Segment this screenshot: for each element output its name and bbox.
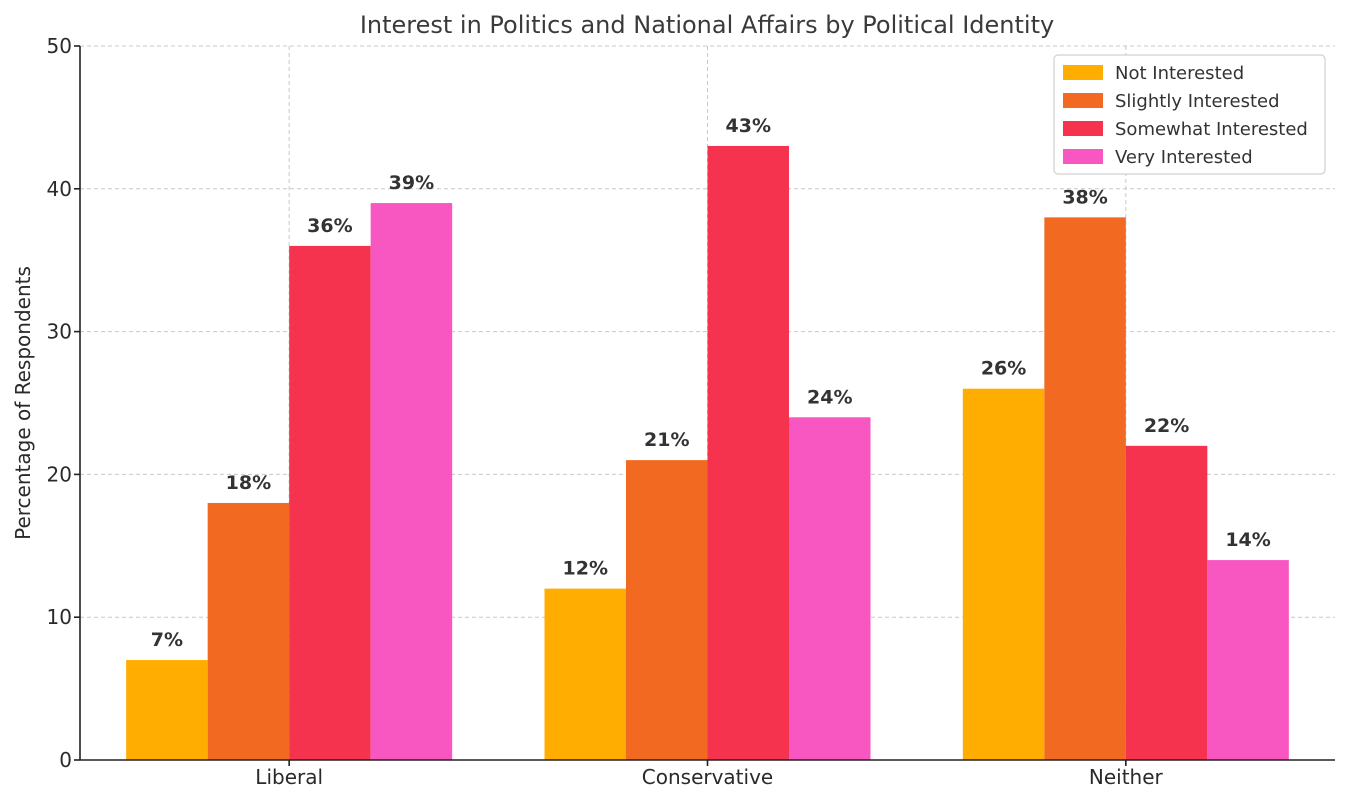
data-label-conservative-very-interested: 24% — [807, 386, 852, 408]
legend-label-slightly-interested: Slightly Interested — [1115, 91, 1280, 112]
bar-conservative-not-interested — [544, 588, 626, 760]
y-tick-label-20: 20 — [47, 462, 72, 486]
bar-liberal-slightly-interested — [207, 502, 290, 760]
axes — [74, 45, 1335, 766]
y-axis-label: Percentage of Respondents — [11, 266, 35, 540]
legend-swatch-not-interested — [1063, 65, 1103, 80]
data-labels: 7% 12% 26% 18% 21% 38% 36% 43% 22% 39% 24% 14% — [151, 115, 1271, 651]
bar-conservative-somewhat-interested — [707, 145, 789, 760]
data-label-neither-very-interested: 14% — [1225, 529, 1270, 551]
bar-neither-not-interested — [962, 388, 1045, 760]
y-tick-label-0: 0 — [59, 748, 72, 772]
bar-liberal-very-interested — [370, 203, 453, 760]
data-label-conservative-not-interested: 12% — [563, 558, 608, 580]
bar-conservative-very-interested — [789, 417, 871, 760]
bar-neither-very-interested — [1207, 560, 1289, 760]
data-label-conservative-somewhat-interested: 43% — [726, 115, 771, 137]
data-label-liberal-not-interested: 7% — [151, 629, 183, 651]
x-tick-label-conservative: Conservative — [642, 765, 773, 789]
x-tick-label-liberal: Liberal — [255, 765, 323, 789]
legend-box — [1053, 54, 1326, 175]
bars — [126, 145, 1289, 761]
legend-swatch-slightly-interested — [1063, 93, 1103, 108]
y-tick-label-40: 40 — [47, 177, 72, 201]
data-label-neither-somewhat-interested: 22% — [1144, 415, 1189, 437]
bar-liberal-not-interested — [126, 660, 208, 760]
legend-label-somewhat-interested: Somewhat Interested — [1115, 119, 1308, 140]
legend-label-not-interested: Not Interested — [1115, 63, 1244, 84]
data-label-conservative-slightly-interested: 21% — [644, 429, 689, 451]
legend-swatch-very-interested — [1063, 149, 1103, 164]
legend-swatch-somewhat-interested — [1063, 121, 1103, 136]
bar-neither-somewhat-interested — [1125, 445, 1208, 760]
data-label-liberal-somewhat-interested: 36% — [307, 215, 352, 237]
data-label-liberal-very-interested: 39% — [389, 172, 434, 194]
x-tick-label-neither: Neither — [1089, 765, 1164, 789]
legend-label-very-interested: Very Interested — [1115, 147, 1253, 168]
data-label-liberal-slightly-interested: 18% — [226, 472, 271, 494]
y-tick-label-10: 10 — [47, 605, 72, 629]
legend: Not Interested Slightly Interested Somewha… — [1053, 54, 1326, 175]
chart-title: Interest in Politics and National Affair… — [360, 11, 1054, 39]
y-tick-label-30: 30 — [47, 320, 72, 344]
data-label-neither-slightly-interested: 38% — [1062, 186, 1107, 208]
bar-neither-slightly-interested — [1044, 217, 1126, 761]
tick-labels: 0 10 20 30 40 50 Liberal Conservative Neither — [47, 34, 1164, 789]
data-label-neither-not-interested: 26% — [981, 358, 1026, 380]
bar-liberal-somewhat-interested — [289, 245, 371, 761]
y-tick-label-50: 50 — [47, 34, 72, 58]
bar-conservative-slightly-interested — [626, 460, 708, 760]
